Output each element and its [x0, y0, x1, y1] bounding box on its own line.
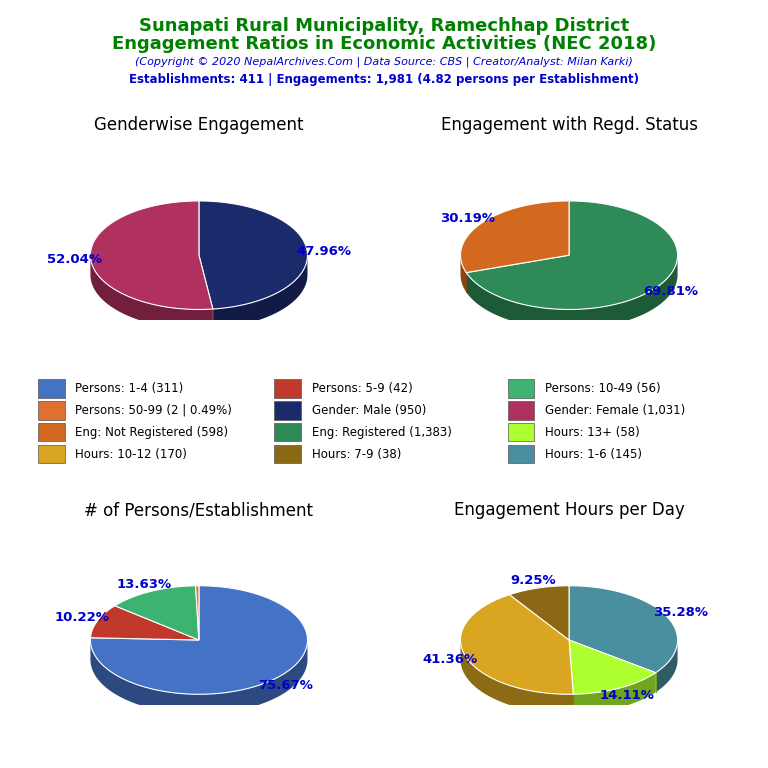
Polygon shape	[509, 586, 569, 640]
Text: Hours: 7-9 (38): Hours: 7-9 (38)	[312, 448, 402, 461]
Text: Persons: 5-9 (42): Persons: 5-9 (42)	[312, 382, 412, 395]
Text: 75.67%: 75.67%	[258, 679, 313, 691]
Text: Gender: Female (1,031): Gender: Female (1,031)	[545, 404, 685, 417]
Title: Engagement Hours per Day: Engagement Hours per Day	[454, 501, 684, 519]
Text: 10.22%: 10.22%	[55, 611, 110, 624]
Text: Hours: 10-12 (170): Hours: 10-12 (170)	[75, 448, 187, 461]
Text: 35.28%: 35.28%	[654, 606, 708, 619]
Text: Persons: 50-99 (2 | 0.49%): Persons: 50-99 (2 | 0.49%)	[75, 404, 232, 417]
Text: 13.63%: 13.63%	[116, 578, 171, 591]
Polygon shape	[114, 586, 199, 640]
Text: 14.11%: 14.11%	[600, 689, 654, 702]
Text: Sunapati Rural Municipality, Ramechhap District: Sunapati Rural Municipality, Ramechhap D…	[139, 17, 629, 35]
Polygon shape	[466, 257, 677, 329]
Polygon shape	[199, 201, 307, 309]
Bar	[274, 379, 301, 398]
Text: Hours: 1-6 (145): Hours: 1-6 (145)	[545, 448, 642, 461]
Bar	[38, 379, 65, 398]
Text: (Copyright © 2020 NepalArchives.Com | Data Source: CBS | Creator/Analyst: Milan : (Copyright © 2020 NepalArchives.Com | Da…	[135, 56, 633, 67]
Text: Persons: 1-4 (311): Persons: 1-4 (311)	[75, 382, 184, 395]
Bar	[38, 423, 65, 442]
Title: # of Persons/Establishment: # of Persons/Establishment	[84, 501, 313, 519]
Bar	[274, 401, 301, 419]
Text: 69.81%: 69.81%	[643, 285, 698, 298]
Polygon shape	[91, 641, 307, 713]
Text: Engagement Ratios in Economic Activities (NEC 2018): Engagement Ratios in Economic Activities…	[112, 35, 656, 53]
Text: 30.19%: 30.19%	[440, 212, 495, 225]
Polygon shape	[573, 673, 656, 713]
Bar	[508, 379, 535, 398]
Bar	[508, 423, 535, 442]
Text: 47.96%: 47.96%	[296, 245, 351, 258]
Text: Persons: 10-49 (56): Persons: 10-49 (56)	[545, 382, 660, 395]
Polygon shape	[461, 255, 466, 292]
Text: 9.25%: 9.25%	[511, 574, 556, 587]
Text: Eng: Not Registered (598): Eng: Not Registered (598)	[75, 425, 228, 439]
Text: 41.36%: 41.36%	[422, 653, 478, 666]
Polygon shape	[91, 256, 213, 329]
Text: 52.04%: 52.04%	[47, 253, 102, 266]
Polygon shape	[466, 201, 677, 310]
Polygon shape	[461, 594, 573, 694]
Bar	[508, 401, 535, 419]
Polygon shape	[569, 640, 656, 694]
Polygon shape	[461, 201, 569, 273]
Bar	[38, 445, 65, 463]
Bar	[274, 445, 301, 463]
Title: Engagement with Regd. Status: Engagement with Regd. Status	[441, 116, 697, 134]
Text: Hours: 13+ (58): Hours: 13+ (58)	[545, 425, 640, 439]
Text: Establishments: 411 | Engagements: 1,981 (4.82 persons per Establishment): Establishments: 411 | Engagements: 1,981…	[129, 73, 639, 86]
Polygon shape	[91, 201, 213, 310]
Bar	[274, 423, 301, 442]
Polygon shape	[569, 586, 677, 673]
Bar	[38, 401, 65, 419]
Title: Genderwise Engagement: Genderwise Engagement	[94, 116, 303, 134]
Polygon shape	[461, 641, 573, 713]
Text: Eng: Registered (1,383): Eng: Registered (1,383)	[312, 425, 452, 439]
Text: Gender: Male (950): Gender: Male (950)	[312, 404, 426, 417]
Polygon shape	[213, 256, 307, 329]
Bar	[508, 445, 535, 463]
Polygon shape	[91, 586, 307, 694]
Polygon shape	[196, 586, 199, 640]
Polygon shape	[656, 641, 677, 692]
Polygon shape	[91, 606, 199, 640]
